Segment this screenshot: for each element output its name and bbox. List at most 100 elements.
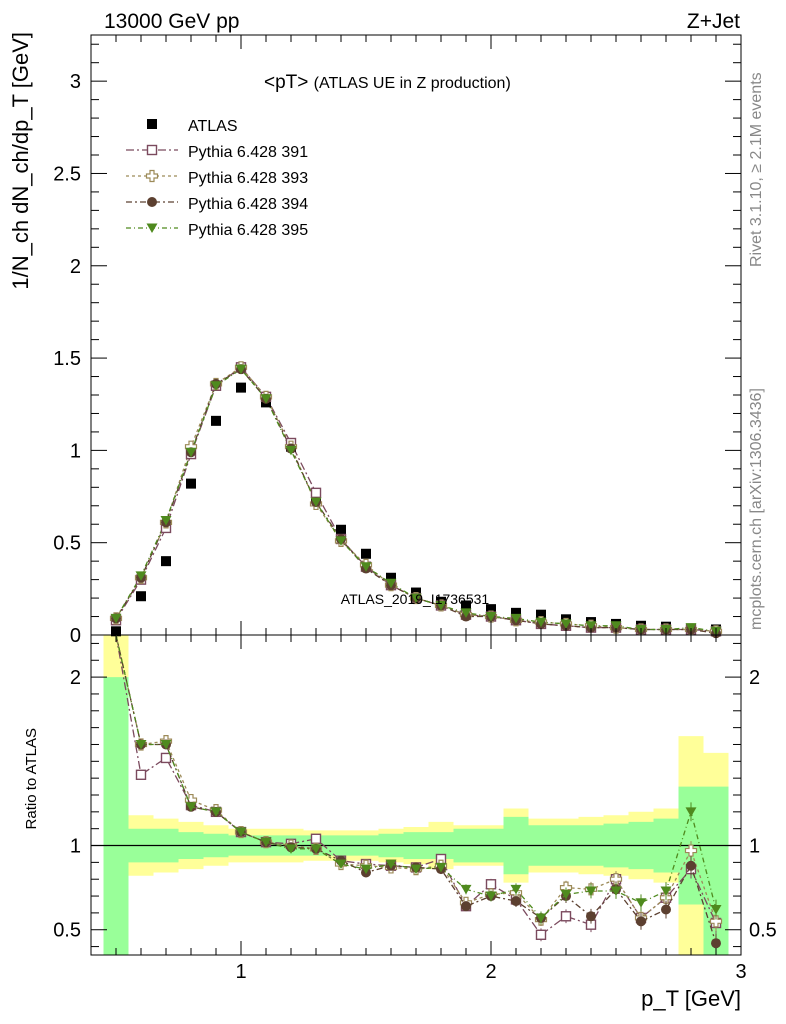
mc-point-4 (585, 621, 597, 631)
atlas-point (536, 609, 546, 620)
ratio-point-2 (684, 844, 698, 857)
ratio-point-4 (185, 802, 197, 812)
x-tick-label: 2 (485, 961, 496, 983)
legend-marker (146, 144, 158, 156)
y-tick-label: 2 (70, 256, 81, 278)
ratio-point-4 (310, 844, 322, 854)
y-tick-label: 0.5 (53, 533, 81, 555)
ratio-point-3 (686, 860, 696, 871)
y-tick-label: 3 (70, 71, 81, 93)
ratio-y-tick-label-left: 0.5 (53, 920, 81, 942)
mc-point-4 (110, 613, 122, 624)
ratio-point-4 (210, 807, 222, 817)
y-tick-label: 2.5 (53, 163, 81, 185)
atlas-point (511, 607, 521, 618)
atlas-point (461, 600, 471, 611)
atlas-point (136, 591, 146, 602)
legend-marker (147, 119, 157, 129)
ratio-y-tick-label-left: 1 (70, 836, 81, 858)
header-left: 13000 GeV pp (104, 10, 239, 33)
mc-point-4 (285, 445, 297, 456)
legend-label: Pythia 6.428 393 (188, 170, 308, 187)
mc-point-4 (135, 571, 147, 581)
atlas-point (236, 382, 246, 393)
ratio-point-4 (585, 886, 597, 896)
mc-point-4 (435, 600, 447, 611)
legend-marker (147, 197, 157, 207)
legend-marker (145, 169, 159, 183)
atlas-point (211, 415, 221, 426)
atlas-point (161, 556, 171, 567)
legend-label: Pythia 6.428 394 (188, 196, 308, 213)
y-tick-label: 1.5 (53, 348, 81, 370)
mc-point-4 (510, 613, 522, 624)
mcplots-label: mcplots.cern.ch [arXiv:1306.3436] (748, 388, 765, 630)
mc-point-4 (210, 381, 222, 391)
ratio-point-1 (135, 769, 147, 780)
ratio-y-tick-label-right: 1 (749, 836, 760, 858)
x-tick-label: 1 (235, 961, 246, 983)
ratio-point-1 (485, 879, 497, 890)
ratio-point-4 (685, 807, 697, 817)
ratio-point-2 (609, 873, 623, 886)
mc-point-4 (685, 623, 697, 633)
atlas-point (336, 524, 346, 535)
ratio-point-1 (560, 911, 572, 922)
ratio-point-3 (661, 904, 671, 915)
ratio-point-4 (160, 739, 172, 750)
x-tick-label: 3 (735, 961, 746, 983)
watermark: ATLAS_2019_I1736531 (341, 591, 490, 607)
ratio-y-tick-label-right: 2 (749, 667, 760, 689)
mc-point-4 (310, 497, 322, 508)
ratio-point-4 (260, 837, 272, 848)
ratio-point-2 (709, 915, 723, 928)
mc-point-4 (160, 516, 172, 526)
ratio-line-1 (115, 634, 717, 936)
mc-point-4 (360, 562, 372, 572)
atlas-point (361, 548, 371, 559)
mc-point-1 (310, 487, 322, 499)
ratio-point-1 (160, 752, 172, 764)
ratio-point-4 (710, 905, 722, 915)
mc-point-4 (610, 621, 622, 631)
ratio-point-4 (410, 864, 422, 875)
atlas-point (386, 572, 396, 583)
ratio-point-4 (510, 884, 522, 895)
header-right: Z+Jet (687, 10, 740, 33)
y-tick-label: 0 (70, 625, 81, 647)
ratio-point-3 (711, 938, 721, 949)
ratio-point-3 (461, 901, 471, 912)
ratio-line-2 (115, 634, 717, 922)
mc-point-4 (260, 394, 272, 404)
mc-point-4 (385, 578, 397, 589)
ratio-y-tick-label-right: 0.5 (749, 920, 777, 942)
chart-title: <pT> (ATLAS UE in Z production) (264, 72, 511, 93)
ratio-point-4 (635, 898, 647, 908)
ratio-point-4 (560, 889, 572, 900)
ratio-axis-title: Ratio to ATLAS (23, 728, 40, 829)
ratio-point-4 (335, 859, 347, 870)
ratio-point-4 (660, 886, 672, 896)
ratio-point-4 (385, 859, 397, 870)
ratio-point-4 (135, 739, 147, 750)
mc-point-4 (410, 593, 422, 604)
ratio-line-3 (115, 634, 717, 944)
y-axis-title: 1/N_ch dN_ch/dp_T [GeV] (8, 32, 33, 290)
ratio-point-4 (360, 864, 372, 875)
rivet-label: Rivet 3.1.10, ≥ 2.1M events (748, 72, 765, 267)
mc-point-4 (485, 612, 497, 622)
atlas-point (186, 478, 196, 489)
ratio-point-4 (235, 827, 247, 838)
legend-marker (146, 223, 158, 233)
ratio-point-1 (535, 929, 547, 940)
ratio-point-4 (460, 884, 472, 895)
ratio-point-3 (586, 911, 596, 922)
ratio-y-tick-label-left: 2 (70, 667, 81, 689)
ratio-point-4 (485, 891, 497, 902)
legend-label: ATLAS (188, 118, 238, 135)
y-tick-label: 1 (70, 440, 81, 462)
ratio-point-4 (610, 886, 622, 896)
atlas-point (486, 604, 496, 615)
mc-point-4 (560, 619, 572, 629)
